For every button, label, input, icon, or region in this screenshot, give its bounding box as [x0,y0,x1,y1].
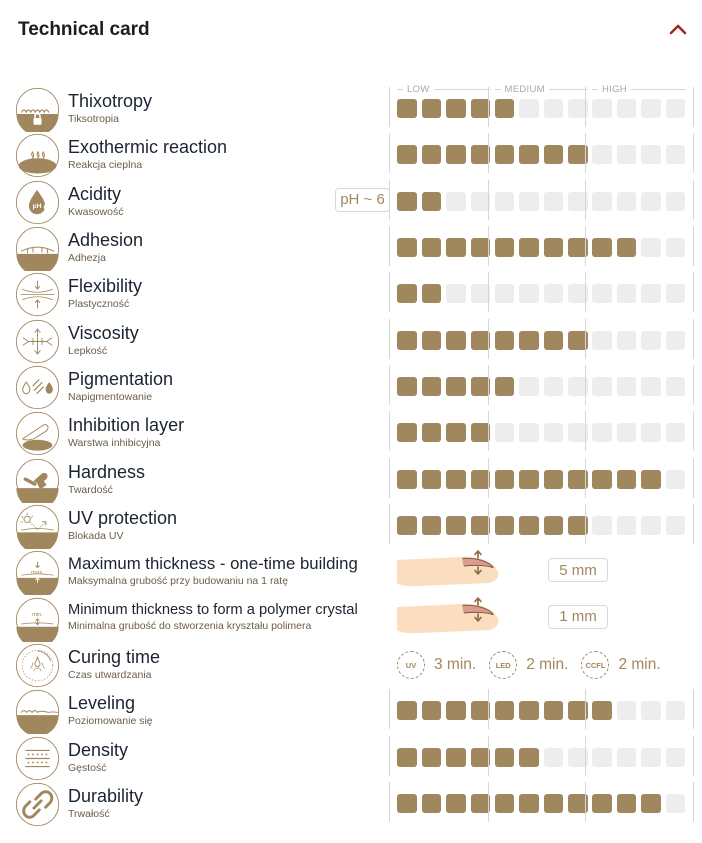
svg-text:pH: pH [33,203,42,210]
svg-text:min.: min. [32,612,43,618]
svg-text:max.: max. [31,570,44,576]
